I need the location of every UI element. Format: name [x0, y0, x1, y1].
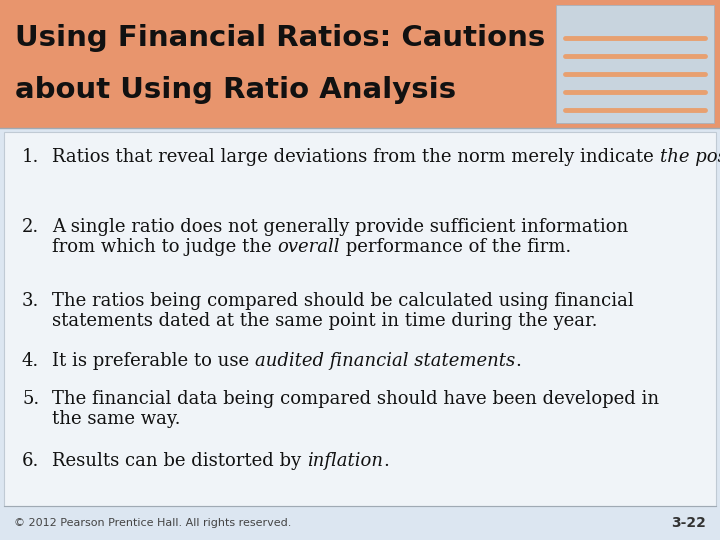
Text: The financial data being compared should have been developed in: The financial data being compared should…	[52, 390, 659, 408]
Text: Using Financial Ratios: Cautions: Using Financial Ratios: Cautions	[15, 24, 545, 52]
Text: Results can be distorted by: Results can be distorted by	[52, 452, 307, 470]
Text: statements dated at the same point in time during the year.: statements dated at the same point in ti…	[52, 312, 598, 330]
Bar	[0, 0, 720, 128]
Text: about Using Ratio Analysis: about Using Ratio Analysis	[15, 76, 456, 104]
Text: Ratios that reveal large deviations from the norm merely indicate: Ratios that reveal large deviations from…	[52, 148, 660, 166]
Text: inflation: inflation	[307, 452, 383, 470]
Text: overall: overall	[277, 238, 340, 256]
Text: 1.: 1.	[22, 148, 40, 166]
Text: A single ratio does not generally provide sufficient information: A single ratio does not generally provid…	[52, 218, 629, 236]
Text: 6.: 6.	[22, 452, 40, 470]
Text: 3.: 3.	[22, 292, 40, 310]
Text: 2.: 2.	[22, 218, 40, 236]
Text: .: .	[383, 452, 389, 470]
Text: the same way.: the same way.	[52, 410, 181, 428]
Text: from which to judge the: from which to judge the	[52, 238, 277, 256]
Text: © 2012 Pearson Prentice Hall. All rights reserved.: © 2012 Pearson Prentice Hall. All rights…	[14, 518, 292, 528]
Bar	[556, 5, 714, 123]
Text: performance of the firm.: performance of the firm.	[340, 238, 571, 256]
Text: 4.: 4.	[22, 352, 40, 370]
Text: 3-22: 3-22	[671, 516, 706, 530]
Text: The ratios being compared should be calculated using financial: The ratios being compared should be calc…	[52, 292, 634, 310]
Bar	[4, 132, 716, 506]
Text: 5.: 5.	[22, 390, 40, 408]
Text: .: .	[515, 352, 521, 370]
Text: audited financial statements: audited financial statements	[255, 352, 515, 370]
Text: It is preferable to use: It is preferable to use	[52, 352, 255, 370]
Text: the possibility: the possibility	[660, 148, 720, 166]
